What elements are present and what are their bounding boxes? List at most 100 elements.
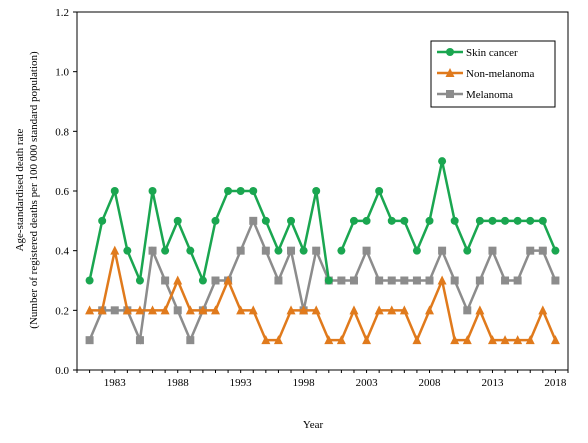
melanoma-point [538,246,547,255]
non-melanoma-line [89,250,557,344]
non-melanoma-point [148,305,158,315]
non-melanoma-point [85,305,95,315]
melanoma-point [161,276,170,285]
melanoma-point [261,246,270,255]
y-tick-label: 0.8 [55,126,69,138]
non-melanoma-point [399,305,409,315]
y-tick-label: 0.6 [55,186,69,198]
skin-cancer-point [349,216,358,225]
non-melanoma-point [349,305,359,315]
y-tick-label: 0.0 [55,365,69,377]
skin-cancer-point [551,246,560,255]
skin-cancer-point [148,187,157,195]
melanoma-point [526,246,535,255]
skin-cancer-point [274,246,283,255]
non-melanoma-point [500,335,510,345]
non-melanoma-point [462,335,472,345]
melanoma-point [425,276,434,285]
skin-cancer-point [173,216,182,225]
non-melanoma-point [122,305,132,315]
melanoma-point [513,276,522,285]
skin-cancer-point [110,187,119,195]
non-melanoma-point [97,305,107,315]
legend-label: Melanoma [466,89,513,101]
non-melanoma-point [450,335,460,345]
non-melanoma-point [387,305,397,315]
melanoma-point [438,246,447,255]
non-melanoma-point [475,305,485,315]
skin-cancer-point [324,276,333,285]
melanoma-point [412,276,421,285]
legend-marker [446,90,454,98]
skin-cancer-point [85,276,94,285]
melanoma-point [135,336,144,345]
melanoma-point [249,216,258,225]
non-melanoma-point [210,305,220,315]
skin-cancer-point [337,246,346,255]
legend-item-non-melanoma: Non-melanoma [437,68,535,80]
non-melanoma-point [160,305,170,315]
melanoma-point [475,276,484,285]
skin-cancer-point [450,216,459,225]
skin-cancer-point [387,216,396,225]
non-melanoma-point [299,305,309,315]
skin-cancer-point [198,276,207,285]
melanoma-point [148,246,157,255]
non-melanoma-point [261,335,271,345]
skin-cancer-point [161,246,170,255]
non-melanoma-point [173,275,183,285]
non-melanoma-point [311,305,321,315]
melanoma-point [400,276,409,285]
non-melanoma-point [198,305,208,315]
x-tick-label: 1993 [230,377,253,389]
skin-cancer-point [438,157,447,166]
non-melanoma-point [538,305,548,315]
skin-cancer-point [211,216,220,225]
non-melanoma-point [236,305,246,315]
non-melanoma-point [185,305,195,315]
skin-cancer-point [513,216,522,225]
skin-cancer-point [526,216,535,225]
x-tick-label: 2018 [544,377,567,389]
melanoma-point [85,336,94,345]
x-axis: 1983 1988 1993 1998 2003 2008 2013 2018 [76,370,569,389]
melanoma-point [551,276,560,285]
non-melanoma-point [437,275,447,285]
non-melanoma-point [487,335,497,345]
non-melanoma-point [110,245,120,255]
non-melanoma-point [550,335,560,345]
melanoma-point [274,276,283,285]
skin-cancer-point [299,246,308,255]
legend-item-melanoma: Melanoma [437,89,513,101]
skin-cancer-point [400,216,409,225]
melanoma-point [211,276,220,285]
melanoma-point [463,306,472,315]
series-group [85,157,560,345]
x-tick-label: 1983 [104,377,127,389]
non-melanoma-point [248,305,258,315]
y-tick-label: 0.4 [55,246,69,258]
y-axis-title-line2: (Number of registered deaths per 100 000… [28,51,40,329]
non-melanoma-point [223,275,233,285]
skin-cancer-point [488,216,497,225]
melanoma-point [362,246,371,255]
skin-cancer-point [463,246,472,255]
legend-item-skin-cancer: Skin cancer [437,47,518,59]
skin-cancer-point [287,216,296,225]
non-melanoma-point [336,335,346,345]
x-tick-label: 2003 [356,377,379,389]
legend-label: Skin cancer [466,47,518,59]
melanoma-point [488,246,497,255]
non-melanoma-point [324,335,334,345]
x-tick-label: 2013 [481,377,504,389]
melanoma-point [375,276,384,285]
melanoma-point [387,276,396,285]
skin-cancer-point [538,216,547,225]
melanoma-point [349,276,358,285]
y-tick-label: 1.0 [55,67,69,79]
x-tick-label: 1988 [167,377,190,389]
y-axis-title-line1: Age-standardised death rate [14,128,26,251]
non-melanoma-point [273,335,283,345]
skin-cancer-point [236,187,245,195]
